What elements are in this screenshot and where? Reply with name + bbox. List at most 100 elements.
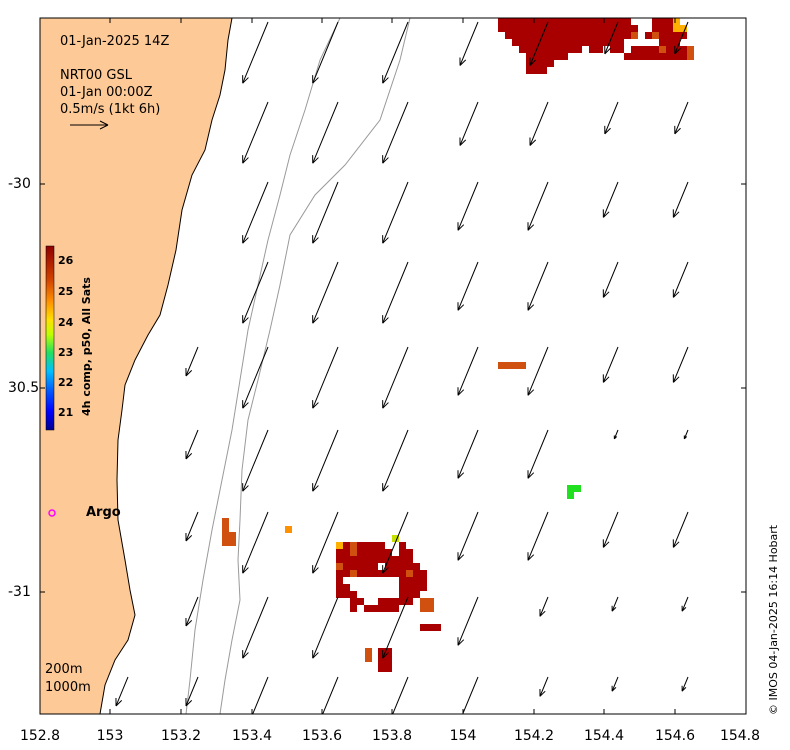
sst-pixel	[659, 53, 666, 60]
sst-pixel	[413, 570, 420, 577]
sst-pixel	[547, 18, 554, 25]
sst-pixel	[336, 549, 343, 556]
sst-pixel	[399, 563, 406, 570]
sst-pixel	[554, 25, 561, 32]
sst-pixel	[406, 584, 413, 591]
sst-pixel	[603, 32, 610, 39]
sst-pixel	[371, 549, 378, 556]
current-vector	[459, 21, 479, 66]
sst-pixel	[617, 46, 624, 53]
sst-pixel	[540, 32, 547, 39]
sst-pixel	[561, 53, 568, 60]
sst-pixel	[343, 563, 350, 570]
sst-pixel	[364, 563, 371, 570]
y-tick-label: -31	[8, 584, 31, 600]
sst-pixel	[540, 67, 547, 74]
sst-pixel	[603, 25, 610, 32]
current-vector	[457, 596, 479, 646]
sst-pixel	[652, 18, 659, 25]
sst-pixel	[540, 18, 547, 25]
colorbar-tick: 26	[58, 254, 74, 267]
sst-pixel	[343, 549, 350, 556]
current-vectors	[115, 21, 765, 714]
sst-pixel	[533, 25, 540, 32]
sst-pixel	[519, 32, 526, 39]
sst-pixel	[533, 67, 540, 74]
colorbar-tick: 23	[58, 346, 74, 359]
sst-pixel	[498, 362, 505, 369]
sst-pixel	[378, 605, 385, 612]
current-vector	[529, 21, 549, 66]
sst-pixel	[336, 542, 343, 549]
current-vector	[382, 429, 409, 492]
sst-pixel	[568, 39, 575, 46]
sst-pixel	[561, 25, 568, 32]
sst-pixel	[568, 25, 575, 32]
sst-pixel	[680, 46, 687, 53]
sst-pixel	[343, 584, 350, 591]
sst-pixel	[645, 46, 652, 53]
sst-pixel	[512, 25, 519, 32]
sst-pixel	[652, 53, 659, 60]
sst-pixel	[561, 39, 568, 46]
sst-pixel	[582, 32, 589, 39]
sst-pixel	[540, 60, 547, 67]
sst-pixel	[638, 46, 645, 53]
sst-pixel	[540, 53, 547, 60]
x-tick-label: 154.6	[654, 728, 696, 744]
sst-pixel	[554, 18, 561, 25]
argo-marker	[48, 509, 56, 517]
current-vector	[457, 511, 479, 561]
sst-pixel	[392, 556, 399, 563]
sst-pixel	[357, 570, 364, 577]
sst-pixel	[406, 549, 413, 556]
current-vector	[457, 346, 479, 396]
sst-pixel	[392, 605, 399, 612]
current-vector	[185, 596, 199, 627]
sst-pixel	[610, 18, 617, 25]
sst-pixel	[666, 39, 673, 46]
sst-pixel	[589, 46, 596, 53]
sst-pixel	[610, 39, 617, 46]
y-tick-label: -30	[8, 176, 31, 192]
sst-pixel	[519, 25, 526, 32]
sst-pixel	[519, 18, 526, 25]
sst-pixel	[285, 526, 292, 533]
sst-pixel	[554, 46, 561, 53]
sst-pixel	[526, 25, 533, 32]
current-vector	[757, 182, 765, 201]
sst-pixel	[378, 598, 385, 605]
sst-pixel	[406, 563, 413, 570]
current-vector	[382, 261, 409, 324]
current-vector	[763, 430, 765, 435]
sst-pixel	[575, 39, 582, 46]
sst-pixel	[589, 25, 596, 32]
sst-pixel	[645, 32, 652, 39]
x-tick-label: 154	[449, 728, 477, 744]
current-vector	[672, 511, 689, 548]
current-vector	[539, 676, 549, 697]
sst-pixel	[343, 542, 350, 549]
sst-pixel	[385, 598, 392, 605]
current-vector	[312, 101, 339, 164]
sst-pixel	[533, 60, 540, 67]
sst-pixel	[687, 53, 694, 60]
current-vector	[457, 429, 479, 479]
sst-pixel	[350, 563, 357, 570]
sst-pixel	[222, 539, 229, 546]
sst-pixel	[399, 556, 406, 563]
sst-pixel	[364, 549, 371, 556]
sst-pixel	[505, 25, 512, 32]
sst-pixel	[392, 535, 399, 542]
sst-pixel	[420, 598, 434, 612]
sst-pixel	[631, 53, 638, 60]
current-vector	[672, 181, 689, 218]
sst-pixel	[519, 362, 526, 369]
sst-pixel	[371, 542, 378, 549]
sst-pixel	[378, 648, 392, 672]
sst-pixel	[540, 25, 547, 32]
sst-pixel	[659, 46, 666, 53]
sst-pixel	[561, 32, 568, 39]
sst-pixel	[554, 39, 561, 46]
sst-pixel	[547, 60, 554, 67]
